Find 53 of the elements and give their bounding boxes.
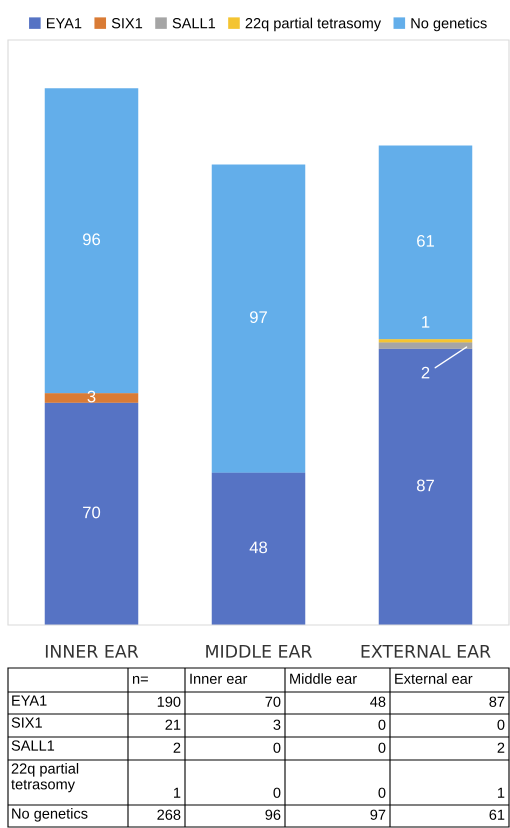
data-label: 96 <box>83 233 100 246</box>
text: 190 <box>158 696 180 707</box>
bar <box>378 339 472 342</box>
bar <box>378 145 472 340</box>
text: EYA1 <box>12 696 47 706</box>
text: 268 <box>157 810 180 820</box>
bar <box>212 164 306 473</box>
data-label: 48 <box>250 541 268 554</box>
x-tick-label: EXTERNAL EAR <box>362 644 491 658</box>
text: SIX1 <box>12 717 42 728</box>
text: 0 <box>378 788 386 798</box>
text: 97 <box>370 810 386 820</box>
text: External ear <box>395 673 472 684</box>
data-label: 70 <box>83 506 100 518</box>
x-tick-label: INNER EAR <box>46 644 138 658</box>
text: 2 <box>498 742 504 753</box>
data-label: 61 <box>417 234 434 247</box>
text: 22q partial tetrasomy <box>11 763 78 792</box>
data-label: 3 <box>88 390 96 402</box>
data-label: 97 <box>250 311 267 324</box>
text: 3 <box>273 720 280 730</box>
legend-label: SIX1 <box>112 18 142 28</box>
legend-label: EYA1 <box>46 18 82 28</box>
bar <box>378 342 472 349</box>
text: Inner ear <box>190 674 248 684</box>
text: SALL1 <box>12 740 54 751</box>
text: 61 <box>490 810 504 820</box>
text: 0 <box>273 788 280 798</box>
text: 87 <box>489 696 504 707</box>
text: 1 <box>174 788 180 798</box>
x-tick-label: MIDDLE EAR <box>206 644 312 658</box>
legend-label: SALL1 <box>172 18 216 28</box>
text: 0 <box>273 742 280 753</box>
text: Middle ear <box>290 673 357 684</box>
text: 70 <box>266 696 280 707</box>
text: 21 <box>166 720 180 730</box>
text: 2 <box>174 742 180 753</box>
text: 0 <box>378 742 386 753</box>
legend-label: No genetics <box>411 18 487 32</box>
text: n= <box>132 676 148 684</box>
legend-label: 22q partial tetrasomy <box>246 18 382 32</box>
text: 0 <box>497 720 504 730</box>
bar <box>378 348 472 625</box>
text: 1 <box>498 788 504 798</box>
text: No genetics <box>12 808 88 822</box>
bar <box>44 402 138 625</box>
bar <box>212 472 306 625</box>
data-label: 87 <box>416 480 434 492</box>
text: 96 <box>265 810 280 820</box>
text: 0 <box>378 720 386 730</box>
text: 48 <box>370 696 386 707</box>
data-label: 1 <box>422 316 430 328</box>
data-label: 2 <box>422 366 430 378</box>
